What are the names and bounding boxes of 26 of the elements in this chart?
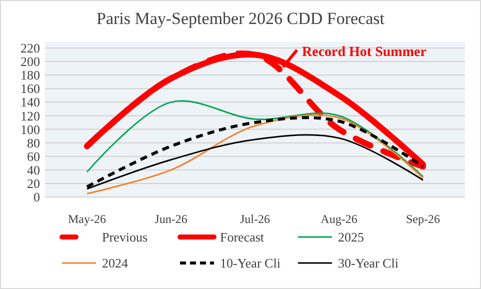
y-tick-label: 20 (27, 176, 40, 192)
line-series (86, 100, 424, 178)
legend-label: Previous (102, 230, 148, 245)
y-tick-label: 100 (20, 122, 40, 137)
x-tick-label: Aug-26 (320, 212, 358, 226)
x-tick-label: Jul-26 (240, 212, 270, 226)
legend-label: 2024 (102, 256, 128, 271)
x-tick-label: Sep-26 (406, 212, 440, 226)
y-tick-label: 200 (20, 54, 40, 70)
annotation: Record Hot Summer (302, 45, 426, 60)
y-tick-label: 40 (27, 162, 40, 178)
x-tick-label: Jun-26 (154, 212, 188, 226)
y-tick-label: 0 (34, 190, 40, 205)
y-tick-label: 160 (20, 81, 40, 96)
y-tick-label: 140 (20, 94, 40, 110)
legend-label: 10-Year Cli (220, 256, 281, 271)
chart-title: Paris May-September 2026 CDD Forecast (96, 9, 385, 28)
x-tick-label: May-26 (68, 212, 106, 226)
y-tick-label: 80 (27, 135, 40, 150)
legend-label: 30-Year Cli (338, 256, 399, 271)
y-tick-label: 120 (20, 108, 40, 124)
y-tick-label: 180 (20, 68, 40, 83)
y-tick-label: 60 (27, 148, 40, 164)
legend-label: 2025 (338, 230, 364, 245)
y-tick-label: 220 (20, 40, 40, 56)
legend-label: Forecast (220, 230, 264, 245)
